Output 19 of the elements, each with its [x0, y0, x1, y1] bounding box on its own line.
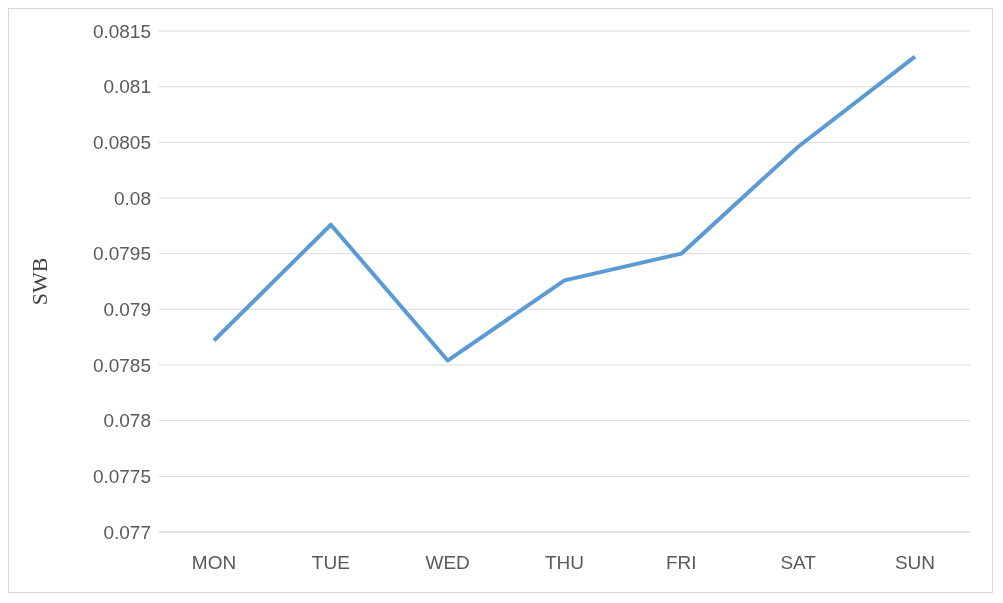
x-tick-label: THU — [544, 552, 585, 574]
x-tick-label: SAT — [780, 552, 817, 574]
x-tick-label: FRI — [666, 552, 697, 574]
line-series — [212, 54, 917, 363]
x-tick-label: TUE — [311, 552, 350, 574]
x-tick-label: MON — [191, 552, 237, 574]
y-tick-label: 0.08 — [114, 187, 151, 209]
y-axis-title: SWB — [26, 257, 52, 306]
y-tick-label: 0.0805 — [92, 132, 151, 154]
y-tick-label: 0.0785 — [92, 354, 151, 376]
y-tick-label: 0.0815 — [92, 20, 151, 42]
y-tick-label: 0.079 — [103, 299, 151, 321]
y-tick-label: 0.077 — [103, 521, 151, 543]
y-tick-label: 0.078 — [103, 410, 151, 432]
x-tick-label: WED — [425, 552, 470, 574]
y-tick-label: 0.081 — [103, 76, 151, 98]
y-tick-label: 0.0795 — [92, 243, 151, 265]
x-tick-label: SUN — [894, 552, 936, 574]
y-tick-label: 0.0775 — [92, 466, 151, 488]
